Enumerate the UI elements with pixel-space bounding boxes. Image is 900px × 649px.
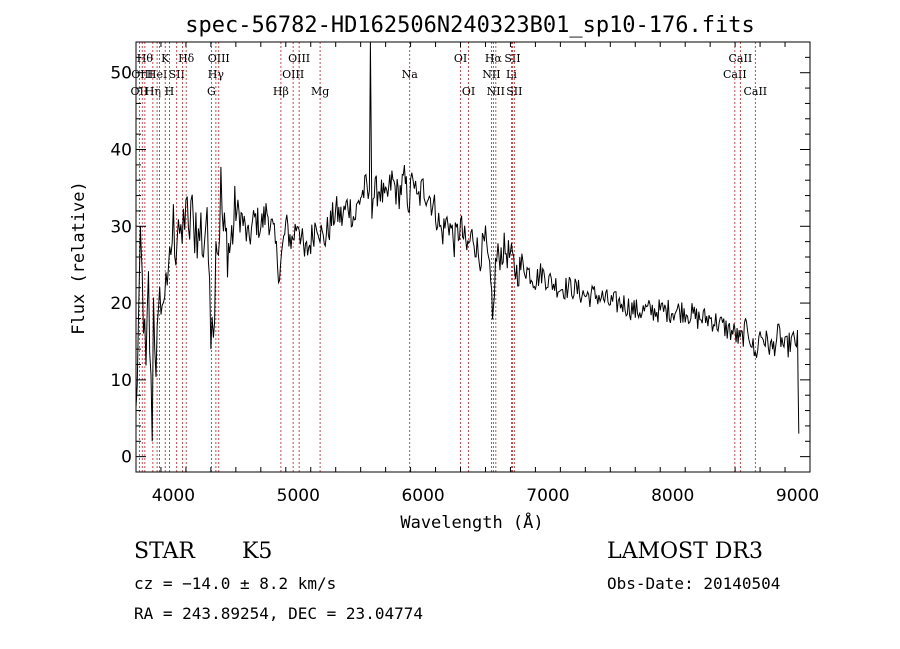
line-label: NII bbox=[482, 68, 500, 81]
line-label: Li bbox=[506, 68, 517, 81]
line-label: K bbox=[161, 52, 170, 65]
line-label: HeI bbox=[147, 68, 167, 81]
plot-frame bbox=[135, 41, 811, 473]
y-tick-label: 10 bbox=[110, 371, 132, 391]
x-axis-label: Wavelength (Å) bbox=[400, 511, 543, 533]
line-label: OII bbox=[131, 85, 149, 98]
survey-name: LAMOST DR3 bbox=[607, 539, 763, 564]
y-tick-label: 50 bbox=[110, 64, 132, 84]
line-label: Hδ bbox=[178, 52, 195, 65]
axis-ticks: 4000 5000 6000 7000 8000 9000 0 10 20 30 40 50 bbox=[110, 41, 819, 506]
x-tick-label: 8000 bbox=[651, 486, 694, 506]
chart-title: spec-56782-HD162506N240323B01_sp10-176.f… bbox=[185, 13, 755, 38]
y-axis-label: Flux (relative) bbox=[69, 181, 89, 335]
y-tick-label: 40 bbox=[110, 141, 132, 161]
x-tick-label: 4000 bbox=[152, 486, 195, 506]
line-label: OI bbox=[462, 85, 475, 98]
y-tick-label: 20 bbox=[110, 294, 132, 314]
redshift-cz: cz = −14.0 ± 8.2 km/s bbox=[134, 574, 337, 593]
line-label: G bbox=[207, 85, 216, 98]
x-tick-label: 7000 bbox=[526, 486, 569, 506]
line-label: Mg bbox=[311, 85, 329, 98]
x-tick-label: 5000 bbox=[277, 486, 320, 506]
y-tick-label: 30 bbox=[110, 217, 132, 237]
object-class: STAR bbox=[134, 539, 195, 564]
line-label: SII bbox=[506, 85, 522, 98]
object-subclass: K5 bbox=[242, 539, 273, 564]
emission-line-markers: OII OIII Hθ Hη HeI K H SII Hδ G Hγ OIII Hβ OIII OIII Mg… bbox=[131, 42, 767, 472]
line-label: Na bbox=[402, 68, 419, 81]
line-label: Hβ bbox=[273, 85, 289, 98]
x-tick-label: 6000 bbox=[401, 486, 444, 506]
line-label: Hγ bbox=[208, 68, 225, 81]
spectrum-line bbox=[135, 41, 800, 442]
observation-date: Obs-Date: 20140504 bbox=[607, 574, 781, 593]
line-label: OIII bbox=[208, 52, 230, 65]
coordinates: RA = 243.89254, DEC = 23.04774 bbox=[134, 604, 423, 623]
line-label: SII bbox=[169, 68, 185, 81]
x-tick-label: 9000 bbox=[776, 486, 819, 506]
line-label: SII bbox=[504, 52, 520, 65]
line-label: OIII bbox=[131, 68, 153, 81]
line-label: CaII bbox=[723, 68, 747, 81]
line-label: NII bbox=[487, 85, 505, 98]
line-label: CaII bbox=[729, 52, 753, 65]
line-label: H bbox=[165, 85, 175, 98]
line-label: OIII bbox=[288, 52, 310, 65]
line-label: CaII bbox=[743, 85, 767, 98]
line-label: Hη bbox=[145, 85, 161, 98]
line-label: Hα bbox=[485, 52, 503, 65]
line-label: OI bbox=[454, 52, 467, 65]
y-tick-label: 0 bbox=[121, 448, 132, 468]
line-label: Hθ bbox=[137, 52, 154, 65]
spectrum-series bbox=[135, 41, 800, 442]
line-label: OIII bbox=[282, 68, 304, 81]
